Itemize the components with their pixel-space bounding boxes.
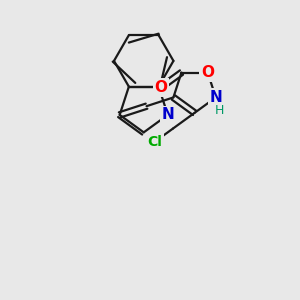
Text: H: H xyxy=(215,104,225,117)
Text: O: O xyxy=(201,65,214,80)
Text: N: N xyxy=(209,90,222,105)
Text: Cl: Cl xyxy=(148,135,162,149)
Text: O: O xyxy=(154,80,167,95)
Text: N: N xyxy=(161,107,174,122)
